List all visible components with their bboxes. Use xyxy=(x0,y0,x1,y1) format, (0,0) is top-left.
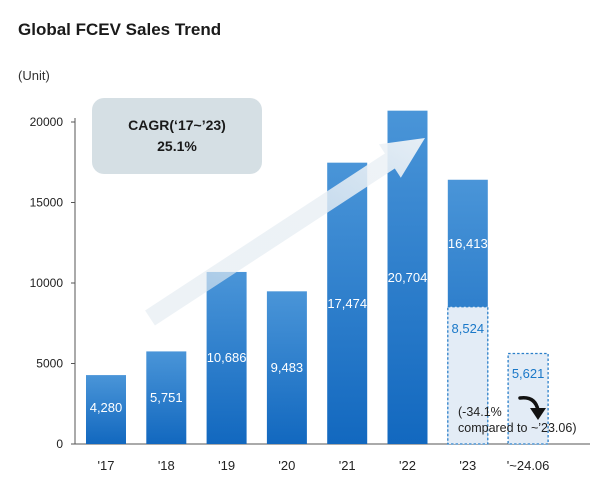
bar-value-label: 17,474 xyxy=(327,296,367,311)
bar-18 xyxy=(146,351,187,444)
x-tick-label: '19 xyxy=(218,458,235,473)
x-tick-label: '21 xyxy=(339,458,356,473)
decline-arrow-head xyxy=(530,408,546,420)
chart-title: Global FCEV Sales Trend xyxy=(18,20,222,39)
note-line-2: compared to ~’23.06) xyxy=(458,421,576,435)
cagr-arrow xyxy=(145,138,426,326)
x-tick-label: '17 xyxy=(98,458,115,473)
cagr-value: 25.1% xyxy=(157,138,197,154)
decline-arrow-curve xyxy=(518,396,540,412)
bar-value-label: 9,483 xyxy=(271,360,304,375)
cagr-box xyxy=(92,98,262,174)
y-tick-label: 20000 xyxy=(30,115,64,129)
y-tick-label: 15000 xyxy=(30,196,64,210)
y-tick-label: 0 xyxy=(56,437,63,451)
bar-17 xyxy=(86,375,126,444)
bar-20 xyxy=(266,291,307,444)
y-tick-label: 5000 xyxy=(36,357,63,371)
y-tick-label: 10000 xyxy=(30,276,64,290)
bar-value-label: 5,751 xyxy=(150,390,183,405)
x-tick-label: '20 xyxy=(278,458,295,473)
bar-value-label: 20,704 xyxy=(388,270,428,285)
x-tick-label: '23 xyxy=(459,458,476,473)
dashed-bar-2306 xyxy=(447,306,489,445)
bar-value-label: 4,280 xyxy=(90,400,123,415)
bar-19 xyxy=(206,271,247,444)
x-tick-label: '18 xyxy=(158,458,175,473)
x-tick-label: '~24.06 xyxy=(507,458,550,473)
cagr-title: CAGR(‘17~’23) xyxy=(128,117,226,133)
bar-21 xyxy=(327,162,368,445)
unit-label: (Unit) xyxy=(18,68,50,83)
note-line-1: (-34.1% xyxy=(458,405,502,419)
dashed-bar-value-label: 5,621 xyxy=(512,366,545,381)
x-tick-label: '22 xyxy=(399,458,416,473)
bar-value-label: 10,686 xyxy=(207,350,247,365)
bar-value-label: 16,413 xyxy=(448,236,488,251)
dashed-bar-value-label: 8,524 xyxy=(452,321,485,336)
